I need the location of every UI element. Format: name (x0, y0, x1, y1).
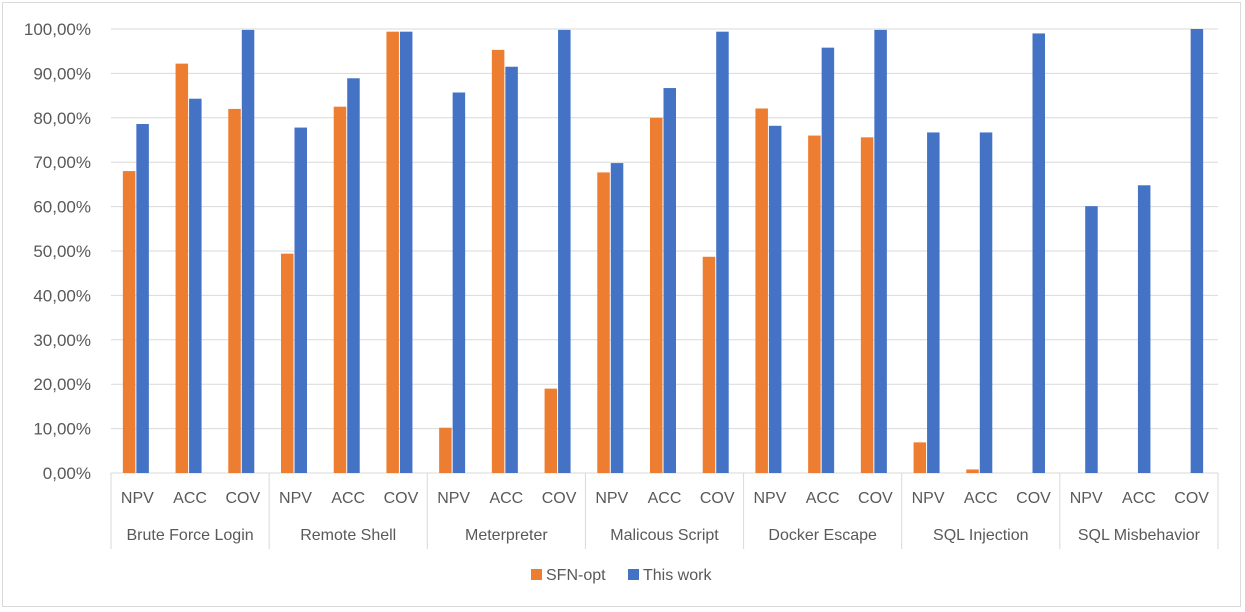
bar-this-work (821, 47, 835, 473)
metric-label: NPV (595, 490, 628, 507)
bar-this-work (558, 29, 571, 473)
bar-sfn-opt (175, 63, 189, 474)
bar-sfn-opt (544, 388, 558, 473)
metric-label: NPV (912, 490, 945, 507)
legend-label: SFN-opt (546, 567, 606, 584)
bar-this-work (452, 92, 466, 473)
metric-label: COV (1016, 490, 1051, 507)
y-tick-label: 50,00% (33, 242, 91, 261)
bar-sfn-opt (702, 256, 716, 473)
bar-this-work (927, 132, 940, 473)
bar-this-work (1190, 29, 1204, 473)
y-tick-label: 0,00% (43, 464, 91, 483)
y-tick-label: 100,00% (24, 20, 91, 39)
bar-sfn-opt (439, 427, 452, 473)
metric-label: COV (700, 490, 735, 507)
y-tick-label: 40,00% (33, 286, 91, 305)
group-label: Meterpreter (465, 527, 548, 544)
legend-label: This work (643, 567, 712, 584)
bar-sfn-opt (808, 135, 821, 473)
metric-label: COV (384, 490, 419, 507)
bar-this-work (979, 132, 993, 473)
metric-label: NPV (753, 490, 786, 507)
bar-sfn-opt (228, 108, 241, 474)
bar-this-work (874, 29, 887, 473)
y-tick-label: 60,00% (33, 198, 91, 217)
legend-swatch (531, 569, 542, 580)
bar-sfn-opt (122, 171, 136, 473)
y-tick-label: 30,00% (33, 331, 91, 350)
bar-this-work (241, 29, 255, 473)
bar-this-work (505, 66, 518, 474)
bar-sfn-opt (650, 117, 663, 474)
metric-label: ACC (1122, 490, 1156, 507)
metric-label: ACC (173, 490, 207, 507)
y-tick-label: 20,00% (33, 375, 91, 394)
metric-label: NPV (437, 490, 470, 507)
metric-label: ACC (489, 490, 523, 507)
metric-label: ACC (331, 490, 365, 507)
group-label: SQL Injection (933, 527, 1028, 544)
metric-label: ACC (964, 490, 998, 507)
bar-this-work (1032, 33, 1045, 473)
bar-sfn-opt (597, 172, 610, 474)
bar-this-work (189, 98, 202, 473)
y-tick-label: 90,00% (33, 64, 91, 83)
bar-this-work (1085, 206, 1098, 473)
metric-label: NPV (121, 490, 154, 507)
bar-sfn-opt (755, 108, 768, 473)
group-label: SQL Misbehavior (1078, 527, 1201, 544)
legend-swatch (628, 569, 639, 580)
group-label: Brute Force Login (126, 527, 253, 544)
group-label: Malicous Script (610, 527, 719, 544)
bar-this-work (136, 124, 149, 474)
y-tick-label: 80,00% (33, 109, 91, 128)
metric-label: COV (225, 490, 260, 507)
bar-this-work (1137, 185, 1151, 473)
bar-sfn-opt (966, 469, 979, 473)
bar-this-work (768, 125, 782, 474)
bar-sfn-opt (860, 137, 874, 473)
bar-this-work (610, 163, 624, 473)
metric-label: COV (542, 490, 577, 507)
metric-label: NPV (1070, 490, 1103, 507)
metric-label: ACC (806, 490, 840, 507)
bar-sfn-opt (913, 442, 927, 473)
bar-sfn-opt (333, 106, 347, 473)
group-label: Remote Shell (300, 527, 396, 544)
metric-label: COV (858, 490, 893, 507)
bar-this-work (716, 31, 729, 473)
bar-this-work (663, 88, 676, 473)
bar-this-work (294, 127, 307, 474)
metric-label: ACC (648, 490, 682, 507)
group-label: Docker Escape (768, 527, 877, 544)
y-tick-label: 70,00% (33, 153, 91, 172)
bar-sfn-opt (491, 49, 505, 473)
y-tick-label: 10,00% (33, 420, 91, 439)
bar-sfn-opt (281, 253, 294, 473)
bar-chart: 0,00% 10,00% 20,00% 30,00% 40,00% 50,00% 60,00… (24, 20, 1219, 584)
bar-this-work (399, 31, 413, 473)
bar-this-work (347, 78, 360, 473)
metric-label: COV (1174, 490, 1209, 507)
bar-sfn-opt (386, 31, 399, 473)
metric-label: NPV (279, 490, 312, 507)
